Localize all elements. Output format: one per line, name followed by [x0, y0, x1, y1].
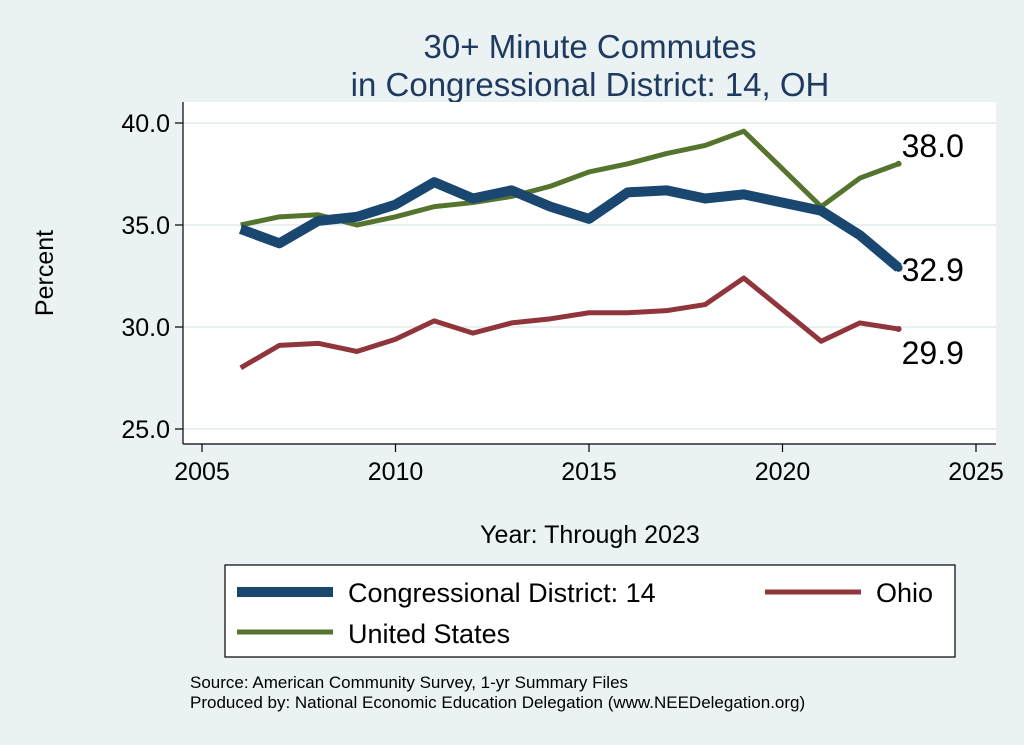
legend-label-united-states: United States — [348, 619, 510, 649]
end-value-labels: 29.9 38.0 32.9 — [902, 128, 964, 371]
source-note: Source: American Community Survey, 1-yr … — [190, 673, 628, 692]
end-point-ohio — [895, 326, 902, 333]
y-tick-label-35: 35.0 — [121, 212, 170, 240]
y-axis-ticks: 25.0 30.0 35.0 40.0 — [121, 110, 183, 444]
legend-label-congressional-district: Congressional District: 14 — [348, 578, 656, 608]
chart-title-line-2: in Congressional District: 14, OH — [351, 66, 830, 103]
x-tick-label-2005: 2005 — [174, 458, 230, 486]
series-lines — [238, 128, 903, 370]
end-label-congressional-district: 32.9 — [902, 252, 964, 288]
legend-box — [224, 564, 956, 658]
series-line-congressional-district — [238, 177, 902, 272]
plot-area — [183, 102, 996, 444]
y-axis-title: Percent — [31, 230, 59, 316]
x-axis-title: Year: Through 2023 — [480, 521, 700, 549]
x-tick-label-2020: 2020 — [755, 458, 811, 486]
legend-label-ohio: Ohio — [876, 578, 933, 608]
end-point-congressional-district — [894, 263, 903, 272]
x-tick-label-2025: 2025 — [948, 458, 1004, 486]
produced-by-note: Produced by: National Economic Education… — [190, 693, 805, 712]
y-tick-label-40: 40.0 — [121, 110, 170, 138]
x-tick-label-2015: 2015 — [561, 458, 617, 486]
end-label-united-states: 38.0 — [902, 128, 964, 164]
end-point-united-states — [895, 160, 902, 167]
chart-title-line-1: 30+ Minute Commutes — [424, 28, 757, 65]
series-line-ohio — [239, 275, 899, 370]
x-axis-ticks: 2005 2010 2015 2020 2025 — [174, 444, 1004, 486]
y-tick-label-25: 25.0 — [121, 416, 170, 444]
legend: Congressional District: 14 Ohio United S… — [224, 564, 956, 658]
end-label-ohio: 29.9 — [902, 335, 964, 371]
y-tick-label-30: 30.0 — [121, 314, 170, 342]
x-tick-label-2010: 2010 — [368, 458, 424, 486]
